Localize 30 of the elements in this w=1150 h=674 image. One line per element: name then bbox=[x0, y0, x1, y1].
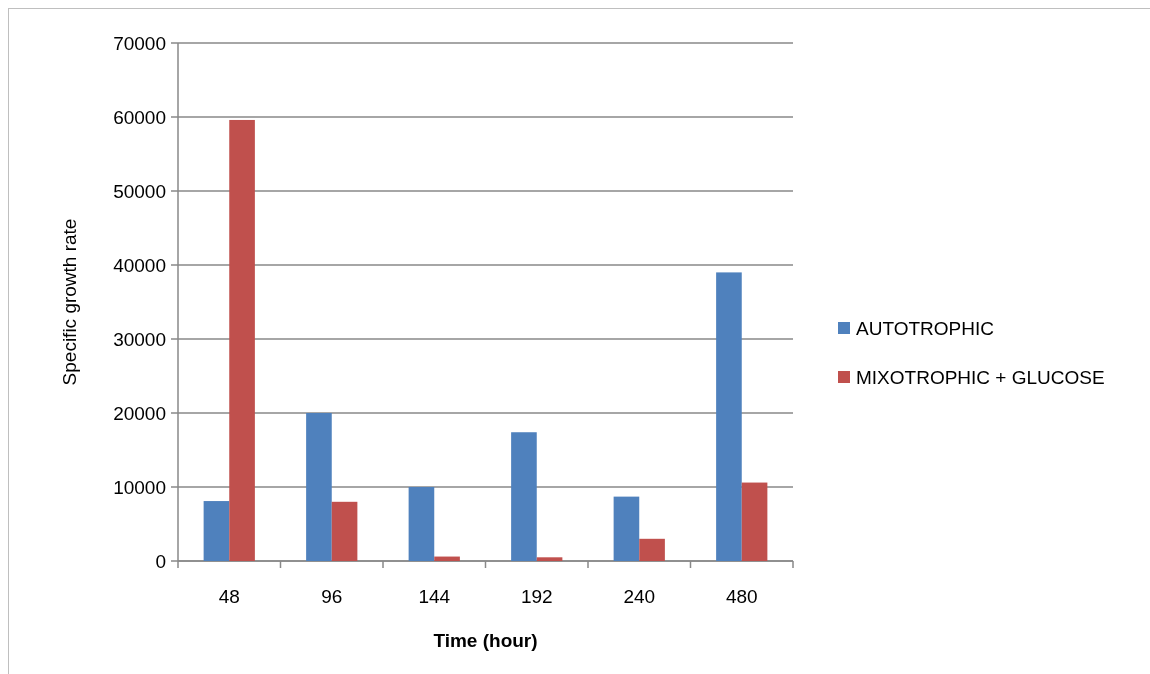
x-tick-label: 96 bbox=[321, 586, 343, 607]
bar bbox=[741, 482, 768, 561]
y-tick-label: 60000 bbox=[113, 106, 166, 128]
bar bbox=[331, 501, 358, 561]
bar bbox=[229, 119, 255, 561]
x-tick-label: 192 bbox=[520, 586, 553, 607]
x-tick-label: 240 bbox=[623, 586, 656, 607]
bar bbox=[639, 538, 665, 561]
x-tick-label: 144 bbox=[418, 586, 451, 607]
y-tick-label: 40000 bbox=[113, 254, 166, 276]
x-tick-label: 480 bbox=[725, 586, 758, 607]
y-tick-label: 30000 bbox=[113, 328, 166, 350]
y-tick-label: 20000 bbox=[113, 402, 166, 424]
bar bbox=[613, 496, 640, 561]
bar bbox=[511, 432, 537, 561]
x-axis-title: Time (hour) bbox=[433, 630, 538, 651]
legend-label: AUTOTROPHIC bbox=[856, 317, 994, 339]
bar bbox=[408, 487, 435, 561]
y-tick-label: 0 bbox=[155, 550, 166, 572]
bar bbox=[716, 272, 742, 561]
y-tick-label: 50000 bbox=[113, 180, 166, 202]
x-tick-label: 48 bbox=[218, 586, 240, 607]
bar bbox=[203, 501, 230, 561]
y-tick-label: 10000 bbox=[113, 476, 166, 498]
y-tick-label: 70000 bbox=[113, 32, 166, 54]
legend-label: MIXOTROPHIC + GLUCOSE bbox=[856, 366, 1105, 388]
bar bbox=[306, 413, 332, 561]
y-axis-title: Specific growth rate bbox=[59, 218, 80, 386]
bar bbox=[434, 556, 460, 561]
bar bbox=[536, 557, 563, 561]
